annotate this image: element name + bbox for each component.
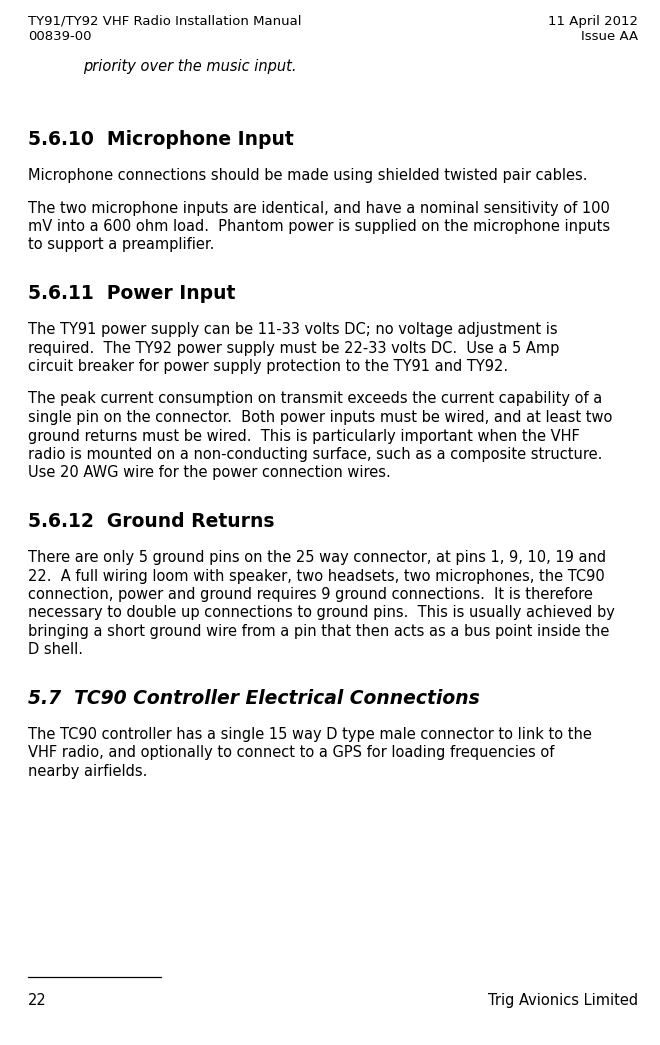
Text: The peak current consumption on transmit exceeds the current capability of a: The peak current consumption on transmit…	[28, 392, 602, 407]
Text: single pin on the connector.  Both power inputs must be wired, and at least two: single pin on the connector. Both power …	[28, 410, 612, 425]
Text: The TY91 power supply can be 11-33 volts DC; no voltage adjustment is: The TY91 power supply can be 11-33 volts…	[28, 322, 558, 336]
Text: necessary to double up connections to ground pins.  This is usually achieved by: necessary to double up connections to gr…	[28, 605, 615, 621]
Text: nearby airfields.: nearby airfields.	[28, 764, 147, 779]
Text: There are only 5 ground pins on the 25 way connector, at pins 1, 9, 10, 19 and: There are only 5 ground pins on the 25 w…	[28, 550, 606, 565]
Text: ground returns must be wired.  This is particularly important when the VHF: ground returns must be wired. This is pa…	[28, 428, 579, 443]
Text: 5.6.12  Ground Returns: 5.6.12 Ground Returns	[28, 512, 275, 531]
Text: bringing a short ground wire from a pin that then acts as a bus point inside the: bringing a short ground wire from a pin …	[28, 624, 609, 638]
Text: Microphone connections should be made using shielded twisted pair cables.: Microphone connections should be made us…	[28, 168, 587, 183]
Text: 22.  A full wiring loom with speaker, two headsets, two microphones, the TC90: 22. A full wiring loom with speaker, two…	[28, 568, 605, 583]
Text: priority over the music input.: priority over the music input.	[83, 59, 296, 74]
Text: radio is mounted on a non-conducting surface, such as a composite structure.: radio is mounted on a non-conducting sur…	[28, 447, 603, 462]
Text: Trig Avionics Limited: Trig Avionics Limited	[488, 993, 638, 1008]
Text: VHF radio, and optionally to connect to a GPS for loading frequencies of: VHF radio, and optionally to connect to …	[28, 745, 554, 761]
Text: required.  The TY92 power supply must be 22-33 volts DC.  Use a 5 Amp: required. The TY92 power supply must be …	[28, 341, 560, 355]
Text: 5.7  TC90 Controller Electrical Connections: 5.7 TC90 Controller Electrical Connectio…	[28, 689, 480, 709]
Text: to support a preamplifier.: to support a preamplifier.	[28, 237, 215, 253]
Text: mV into a 600 ohm load.  Phantom power is supplied on the microphone inputs: mV into a 600 ohm load. Phantom power is…	[28, 219, 610, 234]
Text: 00839-00: 00839-00	[28, 30, 92, 43]
Text: 11 April 2012: 11 April 2012	[548, 15, 638, 28]
Text: connection, power and ground requires 9 ground connections.  It is therefore: connection, power and ground requires 9 …	[28, 587, 593, 602]
Text: 5.6.10  Microphone Input: 5.6.10 Microphone Input	[28, 130, 294, 149]
Text: TY91/TY92 VHF Radio Installation Manual: TY91/TY92 VHF Radio Installation Manual	[28, 15, 302, 28]
Text: 22: 22	[28, 993, 47, 1008]
Text: The two microphone inputs are identical, and have a nominal sensitivity of 100: The two microphone inputs are identical,…	[28, 201, 610, 215]
Text: circuit breaker for power supply protection to the TY91 and TY92.: circuit breaker for power supply protect…	[28, 359, 508, 374]
Text: The TC90 controller has a single 15 way D type male connector to link to the: The TC90 controller has a single 15 way …	[28, 727, 592, 742]
Text: D shell.: D shell.	[28, 643, 83, 657]
Text: Use 20 AWG wire for the power connection wires.: Use 20 AWG wire for the power connection…	[28, 465, 391, 481]
Text: Issue AA: Issue AA	[581, 30, 638, 43]
Text: 5.6.11  Power Input: 5.6.11 Power Input	[28, 284, 236, 303]
